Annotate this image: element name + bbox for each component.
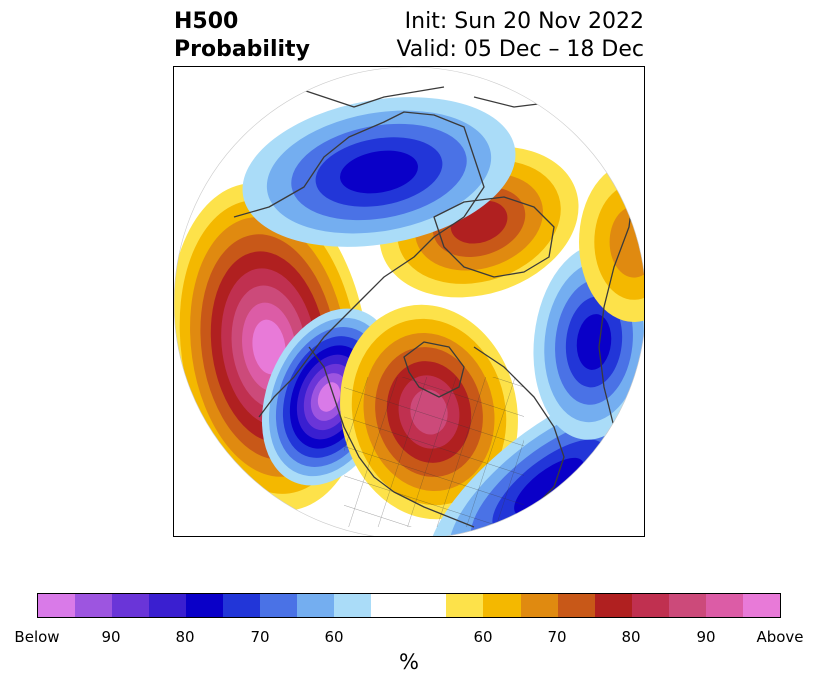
- colorbar-swatch: [594, 594, 632, 617]
- colorbar-swatch: [668, 594, 706, 617]
- contour-level: [576, 314, 612, 370]
- contour-level: [340, 150, 418, 194]
- colorbar-swatch: [186, 594, 224, 617]
- colorbar-tick-label: 70: [547, 628, 567, 646]
- colorbar-swatch: [149, 594, 187, 617]
- colorbar-swatch: [297, 594, 335, 617]
- title-quantity: Probability: [174, 37, 310, 62]
- colorbar-swatch: [557, 594, 595, 617]
- colorbar-tick-label: 80: [621, 628, 641, 646]
- north-america-coastline: [233, 111, 485, 418]
- contour-level: [514, 457, 584, 517]
- colorbar-swatch: [75, 594, 113, 617]
- colorbar-swatch: [371, 594, 447, 617]
- colorbar-tick-label: 70: [250, 628, 270, 646]
- polar-map: [174, 67, 644, 536]
- colorbar-tick-label: 60: [473, 628, 493, 646]
- colorbar-swatch: [260, 594, 298, 617]
- colorbar-swatch: [520, 594, 558, 617]
- contour-level: [609, 206, 644, 278]
- colorbar-tick-label: 90: [101, 628, 121, 646]
- colorbar-swatch: [112, 594, 150, 617]
- siberia-coastline: [293, 86, 445, 108]
- colorbar-tick-label: Above: [756, 628, 804, 646]
- probability-colorbar: [37, 593, 781, 618]
- forecast-dates: Init: Sun 20 Nov 2022 Valid: 05 Dec – 18…: [396, 8, 644, 64]
- colorbar-swatch: [742, 594, 780, 617]
- colorbar-tick-label: 90: [696, 628, 716, 646]
- colorbar-tick-label: 60: [324, 628, 344, 646]
- us-state-borders: [344, 377, 524, 527]
- contour-level: [252, 319, 286, 375]
- colorbar-swatch: [483, 594, 521, 617]
- valid-range: Valid: 05 Dec – 18 Dec: [396, 37, 644, 62]
- greenland-coastline: [433, 196, 555, 278]
- colorbar-swatch: [334, 594, 372, 617]
- colorbar-swatch: [223, 594, 261, 617]
- map-title: H500 Probability: [174, 8, 310, 64]
- colorbar-swatch: [38, 594, 76, 617]
- anomaly-western-russia: [579, 162, 644, 322]
- contour-level: [317, 382, 341, 412]
- init-date: Init: Sun 20 Nov 2022: [404, 9, 644, 34]
- colorbar-unit-label: %: [399, 650, 419, 674]
- colorbar-tick-label: 80: [175, 628, 195, 646]
- colorbar-tick-label: Below: [14, 628, 60, 646]
- title-variable: H500: [174, 9, 239, 34]
- colorbar-swatch: [705, 594, 743, 617]
- anomaly-eastern-siberia: [242, 97, 516, 247]
- colorbar-swatch: [446, 594, 484, 617]
- map-panel: [173, 66, 645, 537]
- colorbar-swatch: [631, 594, 669, 617]
